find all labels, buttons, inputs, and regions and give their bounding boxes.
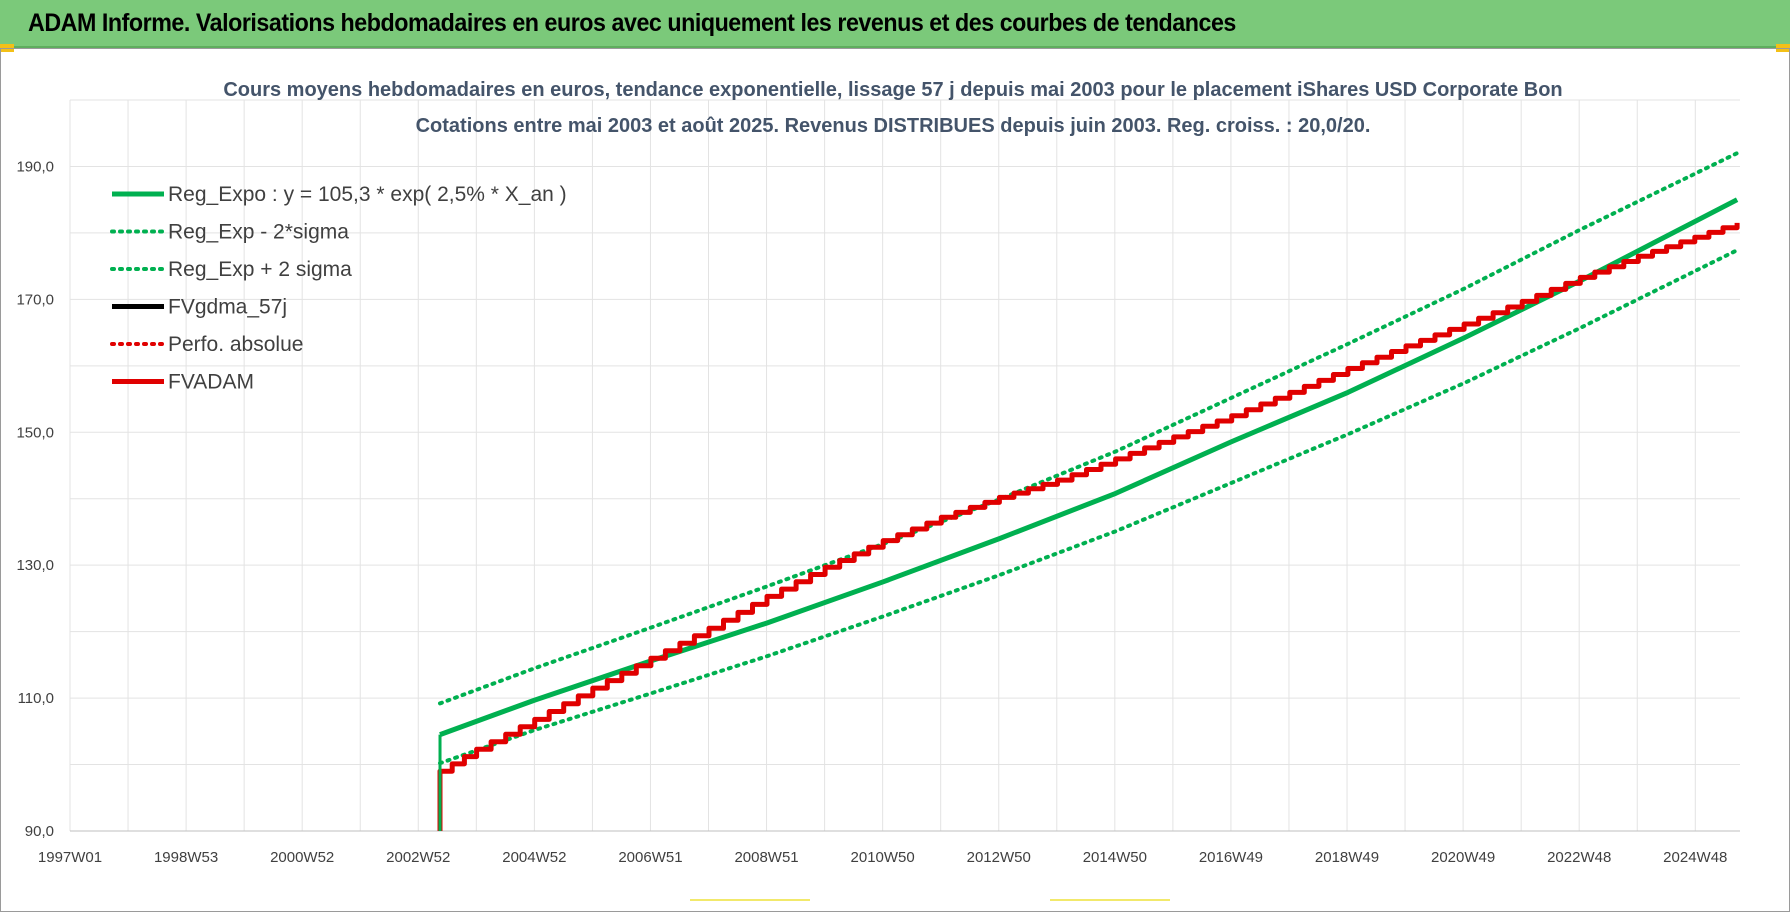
header-title: ADAM Informe. Valorisations hebdomadaire… [28,9,1236,37]
x-tick-label: 2008W51 [734,849,798,866]
chart-grid [69,99,1740,832]
x-axis-ticks: 1997W01 1998W53 2000W52 2002W52 2004W52 2006W… [38,849,1728,866]
legend-label: FVADAM [168,371,254,394]
y-tick-label: 190,0 [16,158,54,175]
series-line-reg-expo-y-105-3-exp-2-5-x-an [439,197,1739,737]
legend-label: Reg_Exp + 2 sigma [168,258,352,281]
yellow-mark-1 [690,899,810,901]
header-bar: ADAM Informe. Valorisations hebdomadaire… [0,0,1790,48]
chart-title-line1: Cours moyens hebdomadaires en euros, ten… [223,79,1562,101]
legend-label: Perfo. absolue [168,333,303,356]
series-line-fvadam [437,222,1740,831]
x-tick-label: 1997W01 [38,849,102,866]
legend-label: FVgdma_57j [168,296,287,319]
x-tick-label: 2010W50 [851,849,915,866]
y-tick-label: 150,0 [16,424,54,441]
chart-title-line2: Cotations entre mai 2003 et août 2025. R… [416,115,1371,137]
x-tick-label: 2018W49 [1315,849,1379,866]
x-tick-label: 2024W48 [1663,849,1727,866]
y-tick-label: 90,0 [25,823,54,840]
y-tick-label: 130,0 [16,557,54,574]
legend-label: Reg_Exp - 2*sigma [168,221,349,244]
legend-label: Reg_Expo : y = 105,3 * exp( 2,5% * X_an … [168,183,567,206]
x-tick-label: 2004W52 [502,849,566,866]
x-tick-label: 2000W52 [270,849,334,866]
x-tick-label: 2020W49 [1431,849,1495,866]
x-tick-label: 1998W53 [154,849,218,866]
legend: Reg_Expo : y = 105,3 * exp( 2,5% * X_an … [110,183,567,394]
x-tick-label: 2002W52 [386,849,450,866]
x-tick-label: 2016W49 [1199,849,1263,866]
x-tick-label: 2012W50 [967,849,1031,866]
yellow-mark-2 [1050,899,1170,901]
x-tick-label: 2014W50 [1083,849,1147,866]
series-line-reg-exp-2-sigma [438,151,1740,706]
series-lines [437,151,1740,831]
y-tick-label: 170,0 [16,291,54,308]
x-tick-label: 2022W48 [1547,849,1611,866]
x-tick-label: 2006W51 [618,849,682,866]
series-line-reg-exp-2-sigma [438,248,1740,766]
y-tick-label: 110,0 [18,690,54,707]
y-axis-ticks: 90,0 110,0 130,0 150,0 170,0 190,0 [16,158,54,840]
